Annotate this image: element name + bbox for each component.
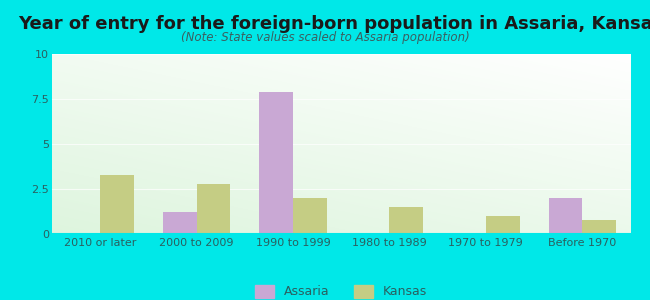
Text: (Note: State values scaled to Assaria population): (Note: State values scaled to Assaria po… [181,32,469,44]
Bar [582,220,616,234]
Bar [163,212,196,234]
Bar [196,184,230,234]
Legend: Assaria, Kansas: Assaria, Kansas [250,280,432,300]
Bar [549,198,582,234]
Title: Year of entry for the foreign-born population in Assaria, Kansas: Year of entry for the foreign-born popul… [19,15,650,33]
Bar [259,92,293,234]
Bar [389,207,423,234]
Bar [293,198,327,234]
Bar [486,216,519,234]
Bar [100,175,134,234]
